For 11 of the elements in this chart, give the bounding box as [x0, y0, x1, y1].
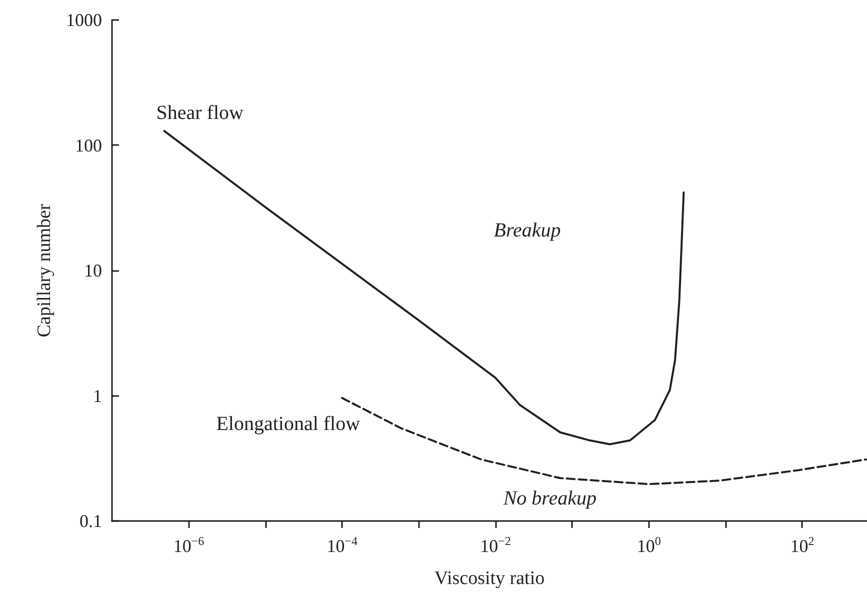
y-tick-label: 0.1 [80, 511, 102, 531]
y-tick-label: 100 [75, 135, 102, 156]
x-axis-title: Viscosity ratio [434, 568, 545, 589]
annotation: No breakup [502, 487, 596, 510]
y-tick-label: 10 [84, 260, 102, 280]
y-tick-label: 1000 [66, 10, 102, 30]
series-label: Elongational flow [216, 412, 361, 435]
y-tick-label: 1 [93, 386, 102, 406]
annotation: Breakup [494, 219, 561, 242]
y-axis-title: Capillary number [34, 203, 55, 338]
series-label: Shear flow [156, 102, 244, 124]
